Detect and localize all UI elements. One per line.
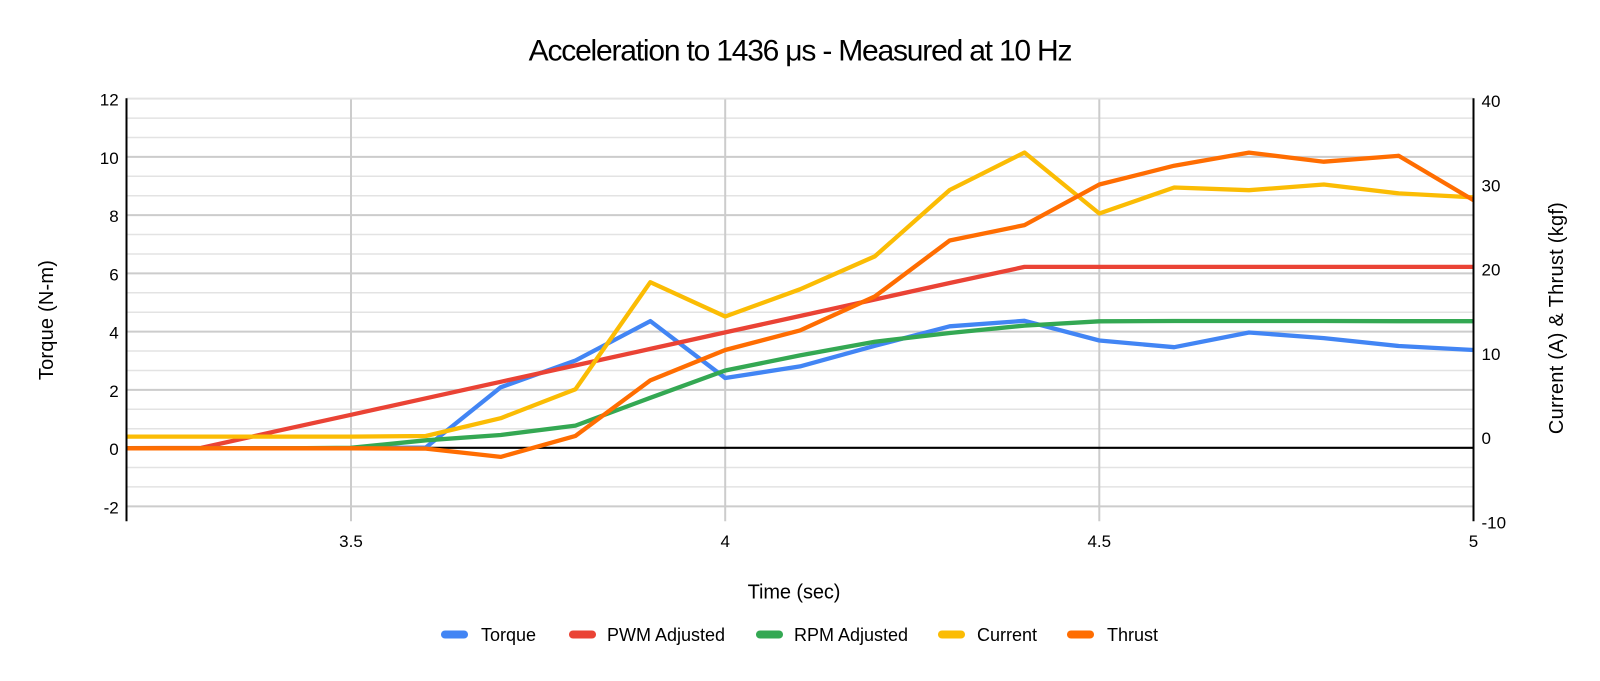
svg-text:2: 2 <box>109 382 118 401</box>
svg-text:10: 10 <box>100 149 119 168</box>
svg-text:30: 30 <box>1482 176 1501 195</box>
svg-text:Thrust: Thrust <box>1107 625 1158 645</box>
svg-text:4: 4 <box>720 532 729 551</box>
svg-text:8: 8 <box>109 207 118 226</box>
svg-text:5: 5 <box>1469 532 1478 551</box>
svg-text:0: 0 <box>109 440 118 459</box>
svg-text:-10: -10 <box>1482 513 1507 532</box>
svg-text:3.5: 3.5 <box>339 532 363 551</box>
svg-text:Torque: Torque <box>481 625 536 645</box>
svg-text:20: 20 <box>1482 261 1501 280</box>
svg-text:Acceleration to 1436 μs - Meas: Acceleration to 1436 μs - Measured at 10… <box>529 34 1072 67</box>
svg-text:RPM Adjusted: RPM Adjusted <box>794 625 908 645</box>
svg-text:PWM Adjusted: PWM Adjusted <box>607 625 725 645</box>
svg-text:4: 4 <box>109 324 118 343</box>
svg-text:Torque (N-m): Torque (N-m) <box>36 260 58 380</box>
svg-text:0: 0 <box>1482 429 1491 448</box>
svg-text:10: 10 <box>1482 345 1501 364</box>
svg-text:40: 40 <box>1482 92 1501 111</box>
svg-text:4.5: 4.5 <box>1087 532 1111 551</box>
svg-text:Current: Current <box>977 625 1037 645</box>
svg-text:Current (A) & Thrust (kgf): Current (A) & Thrust (kgf) <box>1546 202 1568 434</box>
svg-text:-2: -2 <box>104 498 119 517</box>
svg-text:Time (sec): Time (sec) <box>748 581 841 603</box>
svg-text:6: 6 <box>109 265 118 284</box>
svg-text:12: 12 <box>100 91 119 110</box>
